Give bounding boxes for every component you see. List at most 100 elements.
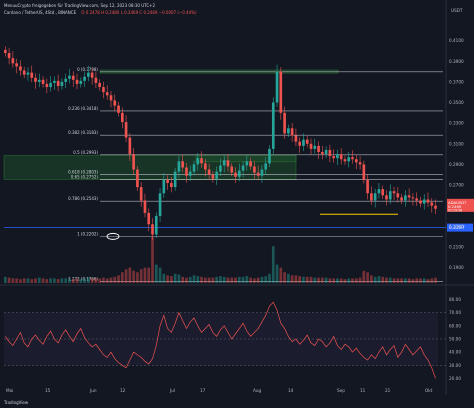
volume-bar	[419, 278, 422, 283]
candle-body	[264, 163, 268, 170]
rsi-axis-tick: 40.00	[449, 350, 461, 355]
volume-bar	[343, 279, 347, 283]
candle-body	[79, 80, 83, 84]
volume-bar	[400, 278, 403, 283]
candle-body	[430, 202, 434, 206]
volume-bar	[347, 278, 351, 283]
candle-body	[207, 169, 211, 175]
volume-bar	[305, 276, 309, 283]
time-axis-tick: Aug	[253, 388, 262, 393]
candle-body	[154, 215, 158, 235]
volume-bar	[407, 278, 411, 283]
candle-body	[166, 179, 169, 183]
volume-bar	[75, 278, 79, 283]
volume-bar	[321, 277, 324, 283]
candle-body	[87, 72, 90, 77]
volume-bar	[358, 277, 362, 283]
fib-level-label: 0.382 (0.3183)	[68, 130, 98, 135]
rsi-axis-tick: 50.00	[449, 337, 461, 342]
volume-bar	[181, 276, 185, 283]
candle-body	[302, 139, 305, 146]
volume-bar	[98, 278, 101, 283]
volume-bar	[87, 277, 90, 283]
volume-bar	[79, 279, 83, 283]
volume-bar	[302, 276, 305, 283]
time-axis-tick: Okt	[425, 388, 433, 393]
candle-body	[185, 167, 188, 176]
candle-body	[388, 191, 392, 200]
volume-bar	[373, 276, 377, 283]
time-axis-tick: 15	[45, 388, 51, 393]
volume-bar	[68, 278, 71, 283]
candle-body	[268, 148, 271, 164]
tradingview-brand[interactable]: TradingView	[4, 400, 28, 405]
candle-body	[283, 112, 286, 134]
volume-bar	[151, 237, 154, 283]
candle-body	[434, 205, 437, 209]
volume-bar	[404, 278, 407, 283]
volume-bar	[200, 276, 203, 283]
rsi-axis-tick: 30.00	[449, 363, 461, 368]
price-axis-tick: 0.3500	[449, 100, 464, 105]
candle-body	[305, 139, 309, 144]
time-axis-tick: 14	[288, 388, 294, 393]
candle-body	[71, 75, 75, 80]
price-axis-tick: 0.2300	[449, 224, 464, 229]
candle-body	[354, 159, 358, 163]
candle-body	[158, 193, 162, 216]
candle-body	[290, 128, 294, 136]
candle-body	[211, 174, 215, 179]
candle-body	[309, 143, 313, 149]
candle-body	[415, 198, 418, 201]
candle-body	[64, 78, 68, 82]
brand-label: TradingView	[4, 400, 29, 405]
volume-bar	[226, 277, 230, 283]
volume-bar	[392, 278, 396, 283]
volume-bar	[41, 278, 45, 283]
price-axis-tick: 0.2700	[449, 183, 464, 188]
volume-bar	[411, 279, 415, 283]
volume-bar	[64, 278, 68, 283]
candle-body	[162, 179, 166, 194]
volume-bar	[370, 275, 373, 283]
volume-bar	[354, 278, 358, 283]
candle-body	[83, 76, 86, 81]
volume-bar	[287, 273, 290, 283]
candle-body	[109, 95, 113, 101]
candle-body	[34, 77, 37, 82]
candle-body	[381, 189, 385, 196]
candle-body	[377, 189, 381, 194]
candle-body	[181, 161, 185, 168]
candle-body	[192, 164, 196, 172]
volume-bar	[158, 267, 162, 283]
candle-body	[343, 159, 347, 162]
candle-body	[370, 193, 373, 201]
candle-body	[245, 161, 249, 166]
candle-body	[396, 193, 400, 198]
candle-body	[362, 164, 366, 180]
volume-bar	[128, 267, 132, 283]
price-axis-tick: 0.3900	[449, 59, 464, 64]
volume-bar	[26, 278, 30, 283]
candle-body	[45, 83, 49, 88]
volume-bar	[71, 279, 75, 283]
fib-level-label: 0.65 (0.2752)	[71, 175, 99, 180]
candle-body	[317, 145, 320, 153]
candle-body	[407, 195, 411, 198]
candle-body	[321, 152, 324, 155]
fib-level-label: 1 (0.2202)	[77, 231, 98, 236]
candle-body	[75, 79, 79, 84]
price-axis-tick: 0.3100	[449, 141, 464, 146]
candle-body	[253, 166, 256, 173]
fib-level-label: 0 (0.3798)	[77, 67, 98, 72]
volume-bar	[124, 269, 128, 283]
current-price-countdown: 01:29:58	[448, 208, 462, 212]
volume-bar	[234, 277, 237, 283]
volume-bar	[309, 276, 313, 283]
candle-body	[117, 105, 120, 113]
candle-body	[260, 169, 264, 176]
volume-bar	[22, 278, 26, 283]
candle-body	[400, 197, 403, 201]
volume-bar	[215, 276, 218, 283]
